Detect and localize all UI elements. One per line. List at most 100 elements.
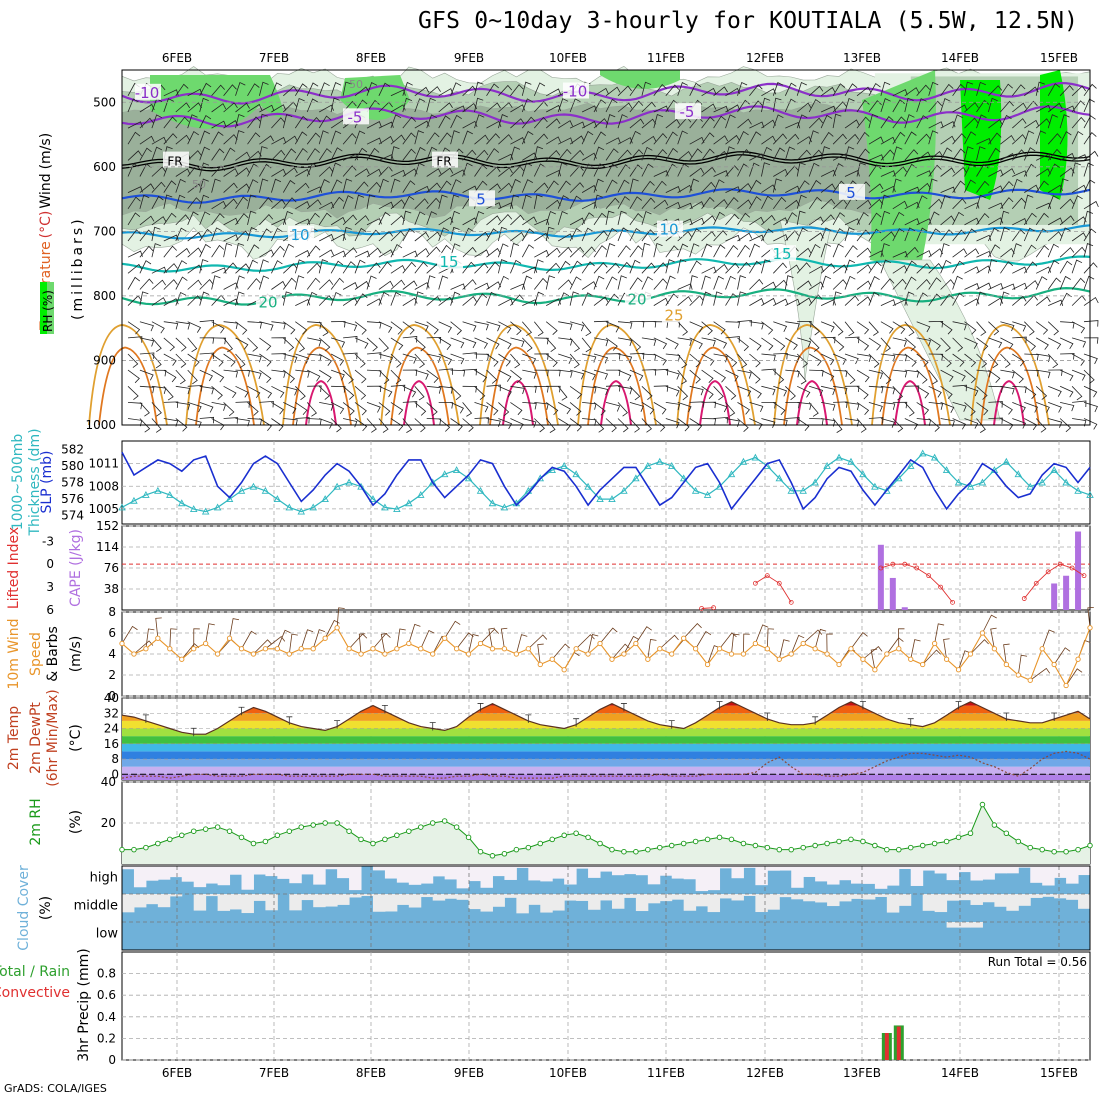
wind-barb: [569, 353, 580, 369]
wind-barb: [761, 88, 777, 97]
top-date-label: 8FEB: [356, 51, 386, 65]
wind-barb: [617, 179, 630, 193]
wind-barb: [1083, 83, 1097, 97]
panel-frame: [121, 440, 1091, 525]
rh-point: [872, 842, 878, 849]
wind-barb: [653, 297, 669, 306]
wind-barb: [199, 291, 210, 306]
cloud-gap: [671, 894, 685, 900]
wind-barb: [1083, 275, 1095, 290]
wind-barb: [665, 245, 679, 258]
wind-barb: [1011, 229, 1026, 242]
wind-barb: [127, 229, 141, 242]
wind-barb: [940, 167, 956, 177]
wind-barb: [988, 259, 998, 274]
slp-line: [121, 451, 1091, 511]
cloud-gap: [1030, 894, 1043, 898]
wind-barb: [474, 97, 484, 113]
wind-barb: [175, 102, 191, 113]
rh-line: [122, 803, 1091, 857]
wind-barb: [725, 114, 736, 129]
wind-barb: [892, 299, 908, 306]
wind-barb: [1012, 102, 1027, 113]
wind-barb: [378, 402, 391, 416]
wind-barb: [486, 321, 501, 332]
thickness-point: [608, 495, 616, 503]
wind-barb: [223, 282, 239, 290]
wind-barb: [155, 617, 162, 639]
wind-barb: [235, 213, 249, 226]
wind-barb: [1083, 150, 1099, 161]
wind-barb: [557, 162, 568, 177]
wind-barb: [402, 81, 413, 96]
rh-point: [1003, 830, 1010, 837]
wind-barb: [330, 196, 344, 210]
rh-point: [824, 840, 830, 847]
cloud-gap: [886, 866, 900, 886]
wind-barb: [593, 230, 608, 242]
wind-barb: [1071, 131, 1084, 145]
wind-barb: [366, 352, 382, 359]
wind-barb: [450, 82, 462, 96]
wind-speed-point: [322, 635, 328, 641]
wind-speed-point: [286, 651, 292, 657]
wind-barb: [772, 147, 786, 161]
wind-barb: [1072, 418, 1087, 427]
bottom-date-label: 14FEB: [941, 1066, 979, 1080]
wind-barb: [880, 369, 892, 385]
wind-barb: [354, 147, 368, 161]
wind-barb: [259, 213, 274, 226]
wind-barb: [486, 247, 501, 258]
cape-ylabel: CAPE (J/kg): [68, 529, 84, 607]
wind-barb: [295, 353, 310, 364]
wind-barb: [199, 115, 212, 129]
wind-barb: [283, 321, 296, 335]
wind-barb: [402, 250, 418, 258]
thickness-point: [440, 470, 449, 478]
cloud-gap: [1006, 866, 1019, 874]
wind-barb: [772, 114, 784, 129]
cloud-gap: [707, 894, 721, 913]
thickness-point: [369, 495, 377, 503]
cloud-gap: [301, 866, 314, 875]
cloud-gap: [528, 866, 541, 881]
wind-barb: [904, 276, 917, 290]
thickness-point: [823, 461, 831, 469]
wind-barb: [808, 162, 820, 177]
wind-barb: [868, 385, 884, 394]
wind-barb: [713, 198, 728, 210]
cloud-gap: [432, 866, 446, 877]
cloud-gap: [958, 866, 971, 873]
wind-barb: [988, 217, 1004, 226]
wind-barb: [761, 385, 776, 396]
wind-barb: [521, 194, 532, 209]
wind-barb: [862, 646, 883, 660]
wind-barb: [605, 337, 618, 351]
wind-barb: [701, 148, 715, 161]
wind-barb: [271, 117, 286, 129]
wind-barb: [534, 218, 550, 226]
wind-barb: [964, 283, 980, 290]
wind-barb: [844, 402, 860, 411]
wind-barb: [223, 353, 236, 367]
wind-speed-point: [358, 651, 364, 657]
bottom-date-label: 7FEB: [259, 1066, 289, 1080]
wind-barb: [450, 130, 460, 145]
wind-barb: [163, 194, 173, 209]
cloud-gap: [133, 894, 147, 908]
run-total-label: Run Total = 0.56: [988, 955, 1087, 969]
bottom-date-label: 8FEB: [356, 1066, 386, 1080]
wind-speed-point: [394, 646, 400, 652]
rh-point: [1087, 842, 1093, 849]
wind-speed-point: [931, 640, 938, 647]
wind-barb: [832, 163, 844, 177]
wind-barb: [689, 353, 701, 368]
wind-barb: [952, 211, 965, 226]
rh-point: [238, 834, 245, 841]
wind-barb: [988, 169, 1004, 177]
wind-barb: [1071, 259, 1083, 274]
wind-barb: [474, 337, 488, 349]
wind-barb: [593, 296, 609, 306]
wind-barb: [976, 321, 987, 336]
wind-barb: [689, 275, 698, 290]
